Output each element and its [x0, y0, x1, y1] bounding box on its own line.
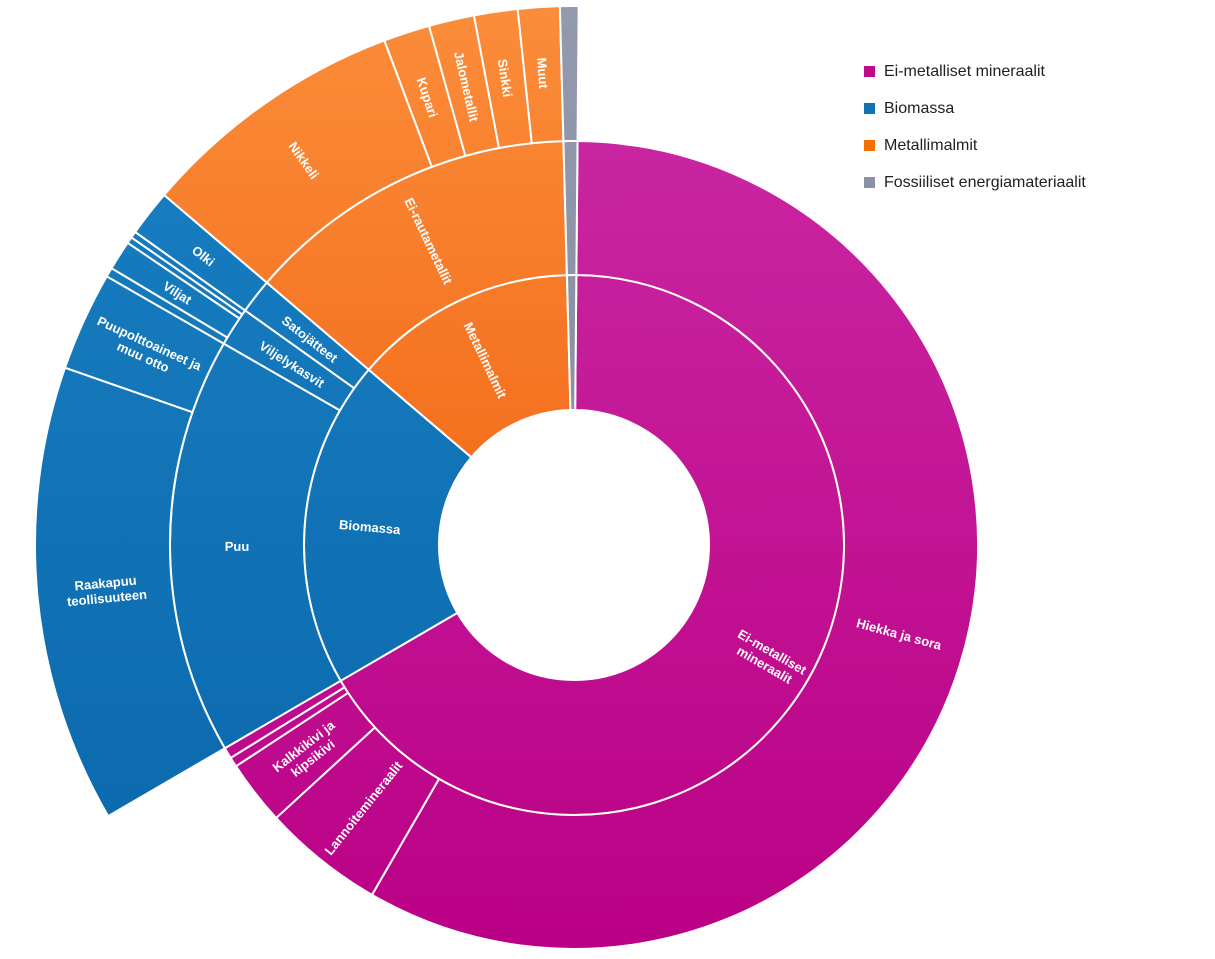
legend-label-fossiiliset-energiamateriaalit: Fossiiliset energiamateriaalit — [884, 173, 1086, 191]
legend-swatch-metallimalmit — [864, 140, 875, 151]
segment-fossiiliset-energiamateriaalit-l3[interactable] — [558, 4, 580, 143]
legend-swatch-ei-metalliset-mineraalit — [864, 66, 875, 77]
legend-item-biomassa: Biomassa — [864, 90, 1086, 127]
legend: Ei-metalliset mineraalit Biomassa Metall… — [864, 53, 1086, 201]
segment-fossiiliset-energiamateriaalit-l2[interactable] — [562, 140, 579, 277]
legend-label-biomassa: Biomassa — [884, 99, 955, 117]
legend-label-ei-metalliset-mineraalit: Ei-metalliset mineraalit — [884, 62, 1045, 80]
legend-item-metallimalmit: Metallimalmit — [864, 127, 1086, 164]
segment-hiekka-ja-sora[interactable] — [371, 140, 980, 950]
legend-label-metallimalmit: Metallimalmit — [884, 136, 978, 154]
legend-swatch-fossiiliset-energiamateriaalit — [864, 177, 875, 188]
legend-item-ei-metalliset-mineraalit: Ei-metalliset mineraalit — [864, 53, 1086, 90]
legend-item-fossiiliset-energiamateriaalit: Fossiiliset energiamateriaalit — [864, 164, 1086, 201]
legend-swatch-biomassa — [864, 103, 875, 114]
